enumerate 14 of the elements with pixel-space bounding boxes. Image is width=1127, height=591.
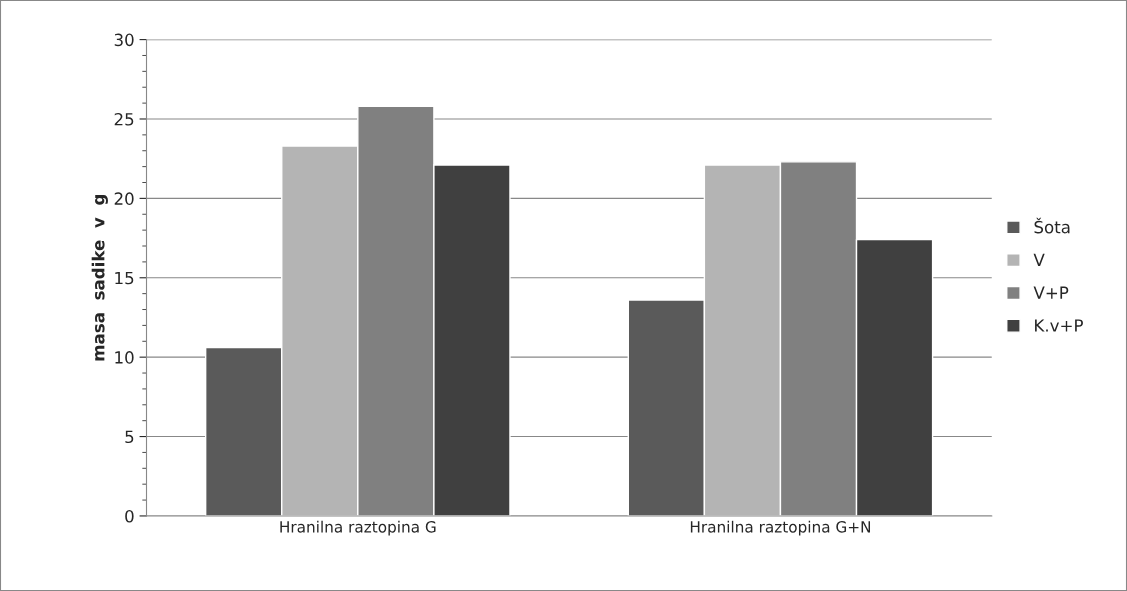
legend-label: K.v+P — [1035, 319, 1083, 332]
y-tick-label: 25 — [114, 112, 134, 126]
y-tick-label: 10 — [115, 351, 134, 364]
legend-label: V+P — [1033, 286, 1069, 299]
y-tick-label: 20 — [114, 192, 134, 205]
y-tick-label: 15 — [115, 271, 134, 285]
legend-label: V — [1033, 253, 1045, 266]
y-tick-label: 0 — [125, 509, 134, 523]
y-tick-label: 5 — [125, 430, 134, 444]
x-tick-label: Hranilna raztopina G — [280, 520, 436, 536]
y-tick-label: 30 — [114, 33, 134, 47]
y-axis-title: masa sadike v g — [91, 195, 108, 361]
legend-label: Šota — [1034, 217, 1070, 234]
x-tick-label: Hranilna raztopina G+N — [690, 520, 871, 536]
